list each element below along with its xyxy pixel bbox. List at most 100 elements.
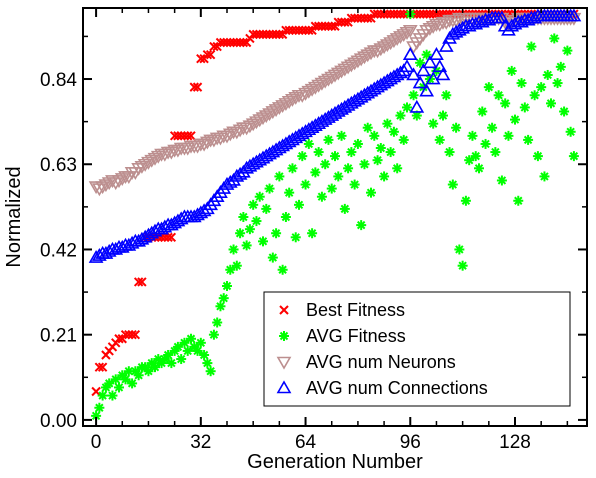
data-point (301, 122, 317, 136)
data-point (327, 21, 337, 31)
x-tick-label: 32 (190, 432, 211, 453)
data-point (114, 334, 124, 344)
data-point (349, 179, 360, 190)
data-point (503, 130, 514, 141)
data-point (490, 147, 501, 158)
data-point (366, 81, 382, 95)
data-point (494, 10, 510, 24)
data-point (186, 131, 196, 141)
data-point (219, 130, 235, 144)
data-point (271, 140, 287, 154)
data-point (150, 150, 166, 164)
data-point (192, 82, 203, 92)
data-point (268, 142, 284, 156)
data-point (108, 177, 124, 191)
legend-marker (276, 380, 292, 394)
data-point (235, 164, 251, 178)
data-point (213, 185, 228, 198)
data-point (285, 132, 300, 146)
data-point (229, 126, 245, 140)
data-point (94, 362, 105, 372)
data-point (451, 22, 467, 36)
y-tick-label: 0.63 (40, 155, 77, 176)
data-point (532, 151, 543, 162)
data-point (398, 134, 409, 145)
data-point (399, 59, 415, 73)
data-point (389, 33, 405, 47)
data-point (412, 75, 428, 89)
data-point (271, 102, 287, 116)
data-point (190, 140, 205, 154)
data-point (242, 158, 258, 172)
data-point (300, 179, 311, 190)
data-point (311, 116, 327, 129)
data-point (510, 114, 520, 125)
data-point (274, 171, 285, 182)
data-point (107, 390, 118, 401)
data-point (301, 85, 317, 99)
data-point (239, 160, 255, 174)
axis-ticks: 0 32 64 96 128 0.00 0.21 0.42 0.63 0.84 (40, 8, 587, 453)
data-point (110, 374, 121, 385)
data-point (278, 136, 294, 150)
data-point (324, 107, 340, 121)
data-point (212, 317, 223, 328)
data-point (163, 146, 179, 160)
data-point (393, 31, 408, 45)
data-point (395, 110, 406, 121)
data-point (141, 227, 156, 241)
data-point (274, 29, 285, 40)
legend-item: AVG num Neurons (276, 352, 456, 372)
data-point (265, 144, 281, 158)
data-point (448, 14, 464, 28)
data-point (202, 358, 213, 369)
data-point (566, 8, 582, 22)
data-point (360, 49, 376, 63)
data-point (546, 98, 556, 109)
data-point (242, 120, 258, 134)
data-point (352, 138, 363, 149)
data-point (383, 37, 399, 51)
data-point (258, 148, 274, 162)
data-point (372, 155, 383, 166)
data-point (333, 171, 344, 182)
data-point (442, 30, 457, 44)
data-point (163, 349, 174, 360)
data-point (337, 99, 353, 113)
data-point (552, 78, 563, 89)
data-point (232, 124, 248, 138)
data-point (326, 183, 337, 194)
data-point (429, 47, 444, 60)
data-point (137, 229, 153, 243)
data-point (91, 183, 107, 197)
data-point (425, 20, 441, 34)
data-point (254, 191, 265, 202)
data-point (445, 26, 461, 40)
data-point (438, 16, 454, 30)
data-point (281, 96, 297, 109)
data-point (251, 216, 262, 227)
data-point (536, 82, 547, 93)
data-point (375, 143, 386, 154)
data-point (244, 224, 255, 235)
data-point (262, 146, 277, 160)
data-point (317, 75, 333, 89)
data-point (166, 358, 177, 369)
data-point (314, 114, 330, 127)
data-point (186, 209, 202, 223)
data-point (252, 152, 268, 166)
data-point (501, 22, 516, 36)
legend-item: Best Fitness (279, 300, 405, 320)
data-point (448, 24, 464, 38)
data-point (203, 197, 219, 211)
data-point (141, 156, 156, 170)
data-point (336, 130, 347, 141)
data-point (277, 264, 288, 275)
data-point (170, 144, 186, 158)
data-point (506, 65, 517, 76)
data-point (311, 79, 327, 93)
data-point (134, 160, 150, 174)
data-point (409, 99, 425, 113)
data-point (196, 203, 212, 217)
